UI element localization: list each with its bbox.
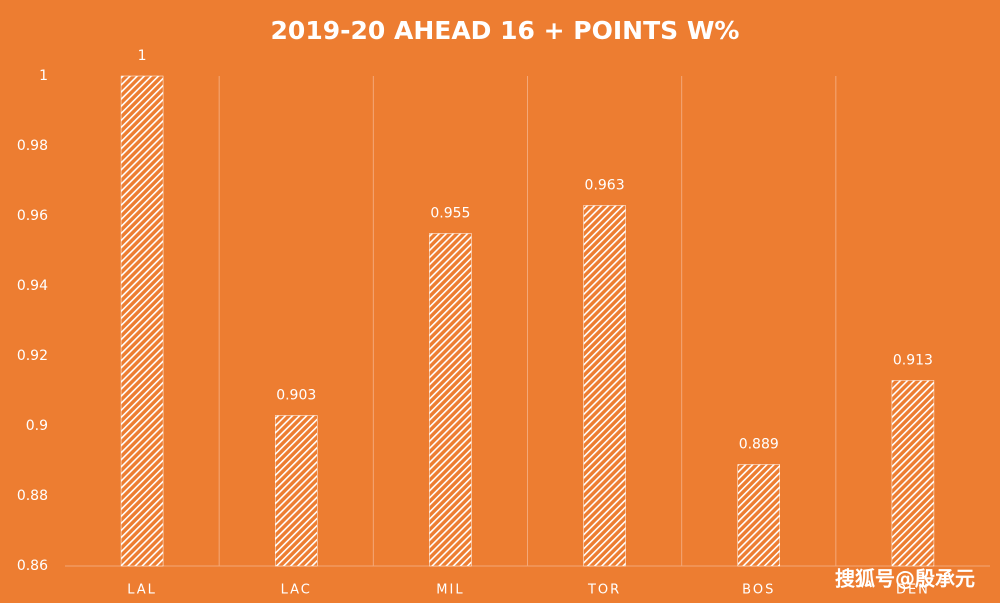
value-label: 0.913 — [893, 353, 933, 369]
y-tick-label: 0.94 — [17, 278, 48, 294]
y-tick-label: 0.9 — [26, 418, 48, 434]
bar — [891, 380, 935, 567]
chart-title: 2019-20 AHEAD 16 + POINTS W% — [271, 16, 740, 45]
bar — [429, 233, 472, 567]
x-tick-label: LAL — [127, 583, 157, 598]
x-tick-label: LAC — [281, 583, 312, 598]
y-tick-label: 0.92 — [17, 348, 48, 364]
y-tick-label: 0.98 — [17, 138, 48, 154]
value-label: 0.955 — [430, 206, 470, 222]
bar — [275, 415, 318, 567]
value-label: 0.889 — [739, 437, 779, 453]
y-tick-label: 1 — [39, 68, 48, 84]
bar — [120, 75, 164, 567]
bar — [583, 205, 626, 567]
watermark: 搜狐号@殷承元 — [835, 567, 975, 591]
x-tick-label: BOS — [742, 583, 775, 598]
y-tick-label: 0.96 — [17, 208, 48, 224]
y-tick-label: 0.88 — [17, 488, 48, 504]
value-label: 0.903 — [276, 388, 316, 404]
value-label: 1 — [138, 48, 147, 64]
x-tick-label: MIL — [436, 583, 464, 598]
y-tick-label: 0.86 — [17, 558, 48, 574]
x-tick-label: TOR — [587, 583, 621, 598]
value-label: 0.963 — [585, 178, 625, 194]
x-tick-label: DEN — [896, 583, 930, 598]
bar — [737, 464, 780, 567]
